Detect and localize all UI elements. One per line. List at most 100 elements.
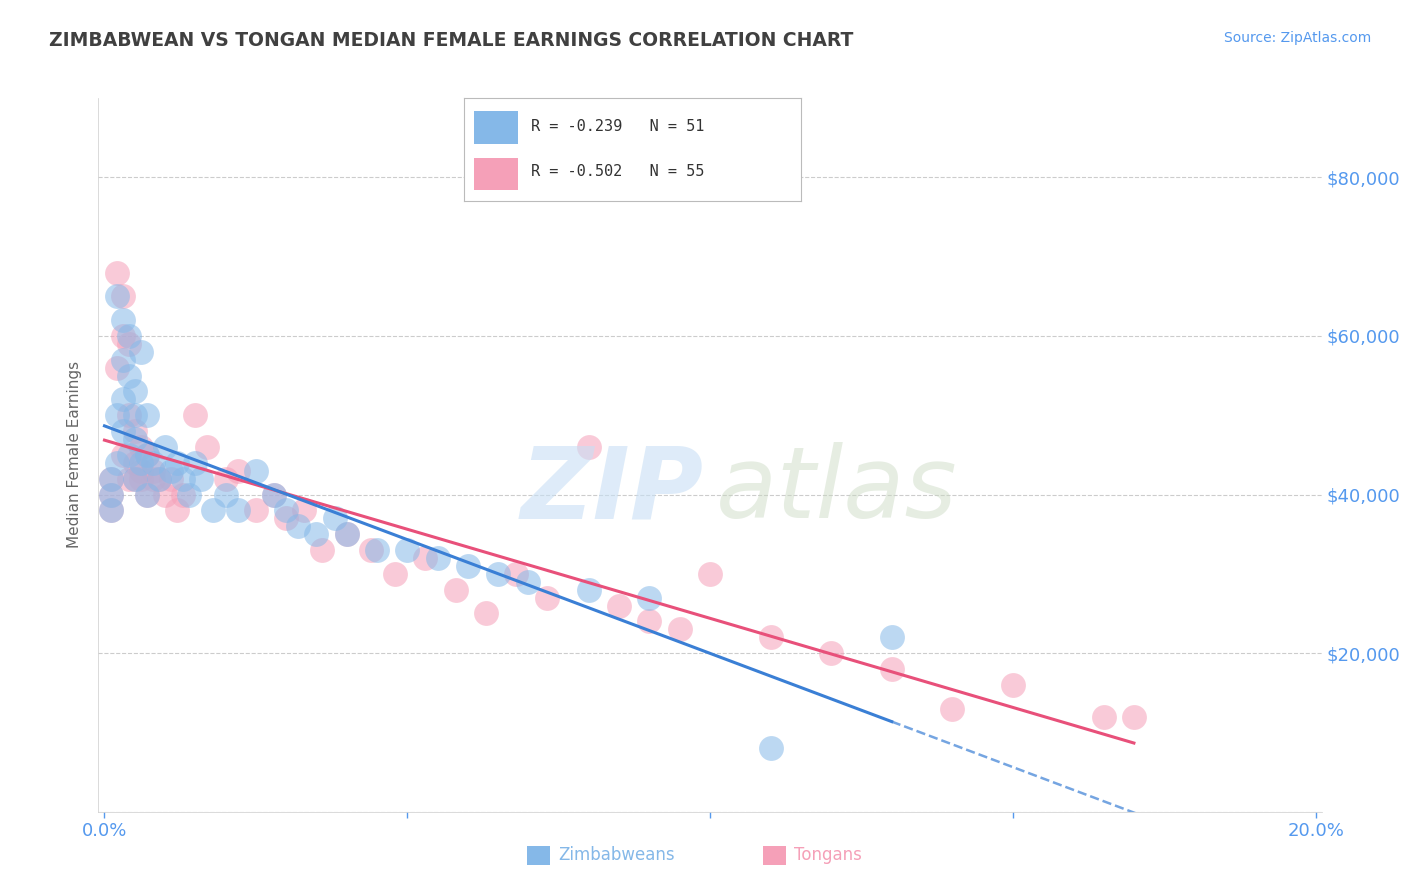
- Point: [135, 487, 157, 501]
- Point: [124, 384, 146, 399]
- Point: [166, 456, 188, 470]
- Point: [124, 409, 146, 423]
- Point: [129, 456, 152, 470]
- Text: Tongans: Tongans: [794, 847, 862, 864]
- Point: [135, 487, 157, 501]
- Point: [100, 503, 122, 517]
- Point: [124, 432, 146, 446]
- Point: [245, 464, 267, 478]
- Point: [124, 456, 146, 470]
- Point: [759, 741, 782, 756]
- Point: [820, 646, 842, 660]
- Point: [118, 409, 141, 423]
- Point: [1092, 709, 1115, 723]
- Point: [505, 566, 527, 581]
- Point: [536, 591, 558, 605]
- Point: [100, 472, 122, 486]
- Point: [292, 503, 315, 517]
- Point: [305, 527, 328, 541]
- Point: [100, 472, 122, 486]
- Point: [276, 503, 298, 517]
- Point: [444, 582, 467, 597]
- Point: [142, 456, 165, 470]
- Point: [148, 472, 170, 486]
- Point: [941, 701, 963, 715]
- Point: [111, 329, 134, 343]
- Point: [226, 464, 249, 478]
- Point: [111, 289, 134, 303]
- Point: [105, 456, 128, 470]
- Point: [287, 519, 309, 533]
- Point: [245, 503, 267, 517]
- Point: [184, 456, 207, 470]
- Point: [118, 337, 141, 351]
- Point: [160, 472, 183, 486]
- Point: [172, 472, 194, 486]
- Point: [118, 368, 141, 383]
- Point: [426, 551, 449, 566]
- Point: [1001, 678, 1024, 692]
- Point: [105, 409, 128, 423]
- Point: [166, 503, 188, 517]
- Point: [384, 566, 406, 581]
- Point: [1122, 709, 1144, 723]
- Point: [105, 266, 128, 280]
- Point: [111, 313, 134, 327]
- Point: [153, 440, 176, 454]
- Point: [148, 472, 170, 486]
- Point: [172, 487, 194, 501]
- Y-axis label: Median Female Earnings: Median Female Earnings: [67, 361, 83, 549]
- FancyBboxPatch shape: [474, 112, 517, 145]
- Point: [668, 623, 690, 637]
- Point: [118, 472, 141, 486]
- Text: ZIMBABWEAN VS TONGAN MEDIAN FEMALE EARNINGS CORRELATION CHART: ZIMBABWEAN VS TONGAN MEDIAN FEMALE EARNI…: [49, 31, 853, 50]
- Point: [578, 582, 600, 597]
- Point: [360, 543, 382, 558]
- Text: atlas: atlas: [716, 442, 957, 539]
- Point: [880, 662, 903, 676]
- Point: [100, 487, 122, 501]
- Point: [124, 472, 146, 486]
- Point: [263, 487, 285, 501]
- Point: [214, 487, 236, 501]
- Point: [184, 409, 207, 423]
- Point: [311, 543, 333, 558]
- Point: [475, 607, 498, 621]
- Point: [135, 409, 157, 423]
- Point: [190, 472, 212, 486]
- Point: [336, 527, 359, 541]
- Point: [517, 574, 540, 589]
- FancyBboxPatch shape: [474, 158, 517, 190]
- Point: [396, 543, 419, 558]
- Point: [226, 503, 249, 517]
- Point: [276, 511, 298, 525]
- Point: [638, 591, 661, 605]
- Point: [100, 503, 122, 517]
- Point: [638, 615, 661, 629]
- Point: [153, 487, 176, 501]
- Point: [124, 472, 146, 486]
- Point: [415, 551, 437, 566]
- Text: Source: ZipAtlas.com: Source: ZipAtlas.com: [1223, 31, 1371, 45]
- Point: [578, 440, 600, 454]
- Point: [880, 630, 903, 644]
- Point: [457, 558, 479, 573]
- Point: [111, 392, 134, 407]
- Point: [699, 566, 721, 581]
- Point: [759, 630, 782, 644]
- Point: [111, 424, 134, 438]
- Point: [263, 487, 285, 501]
- Point: [118, 448, 141, 462]
- Point: [607, 599, 630, 613]
- Point: [202, 503, 225, 517]
- Point: [486, 566, 509, 581]
- Point: [105, 360, 128, 375]
- Point: [111, 448, 134, 462]
- Point: [129, 472, 152, 486]
- Point: [179, 487, 201, 501]
- Point: [366, 543, 388, 558]
- Point: [135, 448, 157, 462]
- Text: R = -0.239   N = 51: R = -0.239 N = 51: [531, 120, 704, 135]
- Point: [111, 352, 134, 367]
- Point: [214, 472, 236, 486]
